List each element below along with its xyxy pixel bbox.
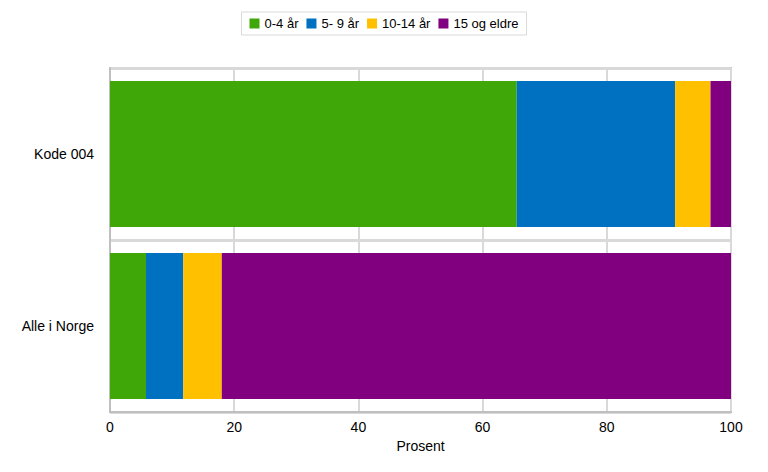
- svg-text:Prosent: Prosent: [396, 438, 444, 454]
- svg-text:20: 20: [226, 419, 242, 435]
- svg-text:15 og eldre: 15 og eldre: [453, 16, 518, 31]
- svg-text:60: 60: [475, 419, 491, 435]
- svg-text:100: 100: [719, 419, 743, 435]
- svg-text:80: 80: [599, 419, 615, 435]
- svg-text:5- 9 år: 5- 9 år: [321, 16, 359, 31]
- svg-text:Kode 004: Kode 004: [34, 146, 94, 162]
- svg-text:40: 40: [351, 419, 367, 435]
- svg-text:0: 0: [106, 419, 114, 435]
- svg-text:10-14 år: 10-14 år: [382, 16, 431, 31]
- svg-text:0-4 år: 0-4 år: [264, 16, 299, 31]
- svg-text:Alle i Norge: Alle i Norge: [22, 318, 95, 334]
